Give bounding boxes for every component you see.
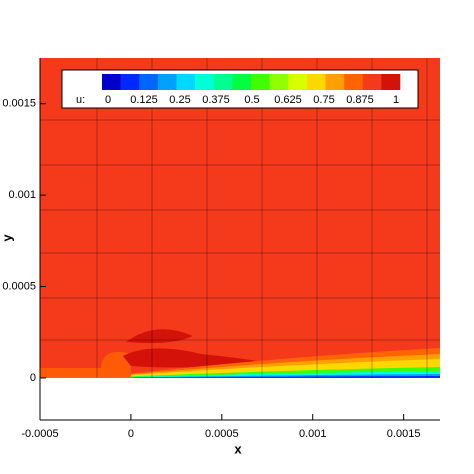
colorbar-band [306,74,326,90]
colorbar-tick-label: 0.375 [202,94,230,106]
x-axis-label: x [234,441,242,456]
colorbar-tick-label: 0.875 [346,94,374,106]
colorbar-band [381,74,401,90]
wall-region [40,377,440,420]
colorbar-band [344,74,364,90]
colorbar-tick-label: 0.625 [274,94,302,106]
y-axis-label: y [0,234,14,242]
field-background [40,58,440,378]
colorbar-tick-label: 0 [105,94,111,106]
colorbar-band [139,74,159,90]
colorbar-band [269,74,289,90]
y-tick-label: 0.0005 [2,280,36,292]
colorbar-band [362,74,382,90]
y-tick-label: 0.0015 [2,98,36,110]
field-region [40,351,131,378]
colorbar-band [102,74,121,90]
colorbar-tick-label: 0.5 [244,94,259,106]
x-tick-label: 0.0005 [205,428,239,440]
colorbar-band [213,74,233,90]
colorbar-band [157,74,177,90]
colorbar-tick-label: 1 [393,94,399,106]
contour-field [40,58,440,420]
colorbar-band [251,74,270,90]
colorbar-label: u: [76,94,85,106]
colorbar-band [288,74,308,90]
colorbar-band [232,74,252,90]
colorbar-band [176,74,196,90]
y-tick-label: 0 [30,372,36,384]
field-region [125,329,193,344]
field-region [130,375,440,378]
colorbar-band [120,74,140,90]
colorbar-tick-label: 0.125 [130,94,158,106]
x-tick-label: 0.001 [299,428,327,440]
x-tick-label: 0.0015 [387,428,421,440]
colorbar-band [325,74,345,90]
colorbar-band [195,74,215,90]
colorbar-tick-label: 0.25 [169,94,190,106]
y-tick-label: 0.001 [8,189,36,201]
x-tick-label: -0.0005 [21,428,58,440]
colorbar-tick-label: 0.75 [313,94,334,106]
x-tick-label: 0 [128,428,134,440]
field-region [122,348,266,368]
